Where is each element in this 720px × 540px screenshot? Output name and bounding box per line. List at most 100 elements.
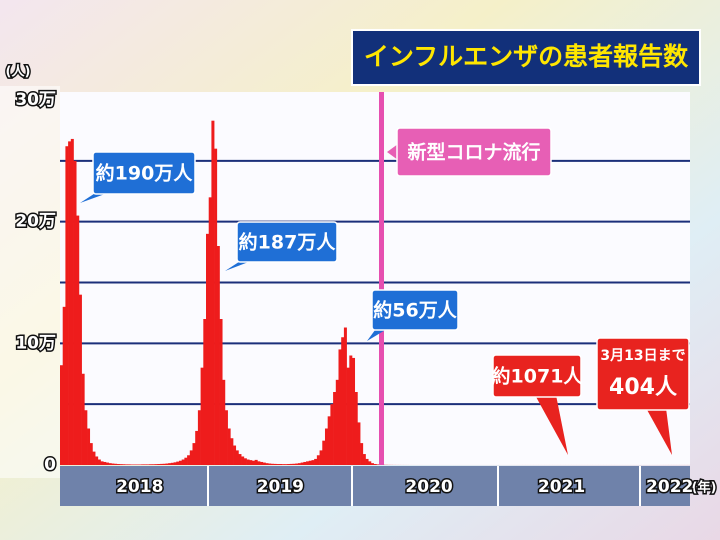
bar — [89, 443, 93, 465]
bar — [273, 463, 277, 465]
bar — [324, 428, 328, 465]
bar — [143, 464, 147, 465]
bar — [151, 464, 155, 465]
bar — [222, 379, 226, 465]
bar — [311, 460, 315, 465]
bar — [97, 459, 101, 465]
bar — [295, 463, 299, 465]
bar — [230, 438, 234, 465]
bar — [297, 463, 301, 465]
annotation: 3月13日まで — [600, 348, 685, 364]
bar — [95, 456, 99, 465]
bar — [276, 464, 280, 465]
bar — [219, 319, 223, 465]
bar — [170, 462, 174, 465]
y-tick-label: 10万 — [15, 333, 56, 353]
bar — [154, 464, 158, 465]
bar — [373, 464, 377, 465]
bar — [192, 443, 196, 465]
bar — [354, 392, 358, 465]
bar — [284, 464, 288, 465]
bar — [300, 462, 304, 465]
bar — [281, 464, 285, 465]
annotation: 約1071人 — [492, 365, 584, 388]
bar — [376, 464, 380, 465]
bar — [100, 461, 104, 465]
year-separators — [207, 466, 641, 506]
bar — [370, 463, 374, 465]
bar — [360, 443, 364, 465]
annotation: 約56万人 — [373, 299, 457, 322]
bar — [124, 464, 128, 465]
bar — [211, 120, 215, 465]
bar — [78, 294, 82, 465]
bar — [68, 141, 72, 465]
bar — [146, 464, 150, 465]
bar — [168, 463, 172, 465]
bar — [76, 215, 80, 465]
bar — [200, 367, 204, 465]
axis-backdrop — [0, 86, 60, 478]
chart-title: インフルエンザの患者報告数 — [364, 42, 689, 71]
bar — [208, 197, 212, 466]
bar — [176, 461, 180, 465]
bar — [108, 463, 112, 465]
bar — [319, 450, 323, 465]
bar — [160, 463, 164, 465]
bar — [262, 462, 266, 465]
bar — [341, 337, 345, 465]
y-tick-label: 30万 — [15, 90, 56, 110]
bar — [119, 464, 123, 465]
bar — [184, 457, 188, 465]
bar — [165, 463, 169, 465]
plot-area — [60, 92, 690, 465]
bar — [92, 451, 96, 465]
bar — [265, 463, 269, 465]
bar — [316, 455, 320, 465]
bar — [335, 379, 339, 465]
bar — [206, 233, 210, 465]
bar — [197, 410, 201, 465]
bar — [178, 460, 182, 465]
bar — [189, 450, 193, 465]
bar — [338, 349, 342, 465]
bar — [251, 460, 255, 465]
y-unit: (人) — [6, 64, 31, 80]
x-axis-strip — [60, 466, 690, 506]
bar — [122, 464, 126, 465]
bar — [233, 445, 237, 465]
bar — [327, 416, 331, 465]
bar — [60, 365, 64, 465]
bar — [257, 461, 261, 465]
bar — [279, 464, 283, 465]
bar — [73, 160, 77, 466]
bar — [343, 327, 347, 465]
x-tick-label: 2022 — [646, 477, 693, 497]
bar — [243, 458, 247, 465]
bar — [352, 357, 356, 465]
bar — [149, 464, 153, 465]
bar — [308, 460, 312, 465]
bar — [84, 410, 88, 465]
bar — [303, 461, 307, 465]
bar — [81, 373, 85, 465]
bar — [333, 392, 337, 465]
y-tick-label: 0 — [44, 455, 56, 475]
bar — [365, 458, 369, 465]
bar — [62, 306, 66, 465]
annotation: 約187万人 — [239, 231, 337, 254]
x-unit: (年) — [692, 480, 717, 496]
event-line — [379, 92, 384, 465]
bar — [368, 461, 372, 465]
bar — [306, 461, 310, 465]
bar — [103, 461, 107, 465]
bar — [346, 367, 350, 465]
bar — [268, 463, 272, 465]
bar — [362, 454, 366, 465]
annotation: 404人 — [609, 375, 677, 400]
bar — [224, 410, 228, 465]
x-tick-label: 2020 — [405, 477, 452, 497]
bar — [70, 138, 74, 465]
